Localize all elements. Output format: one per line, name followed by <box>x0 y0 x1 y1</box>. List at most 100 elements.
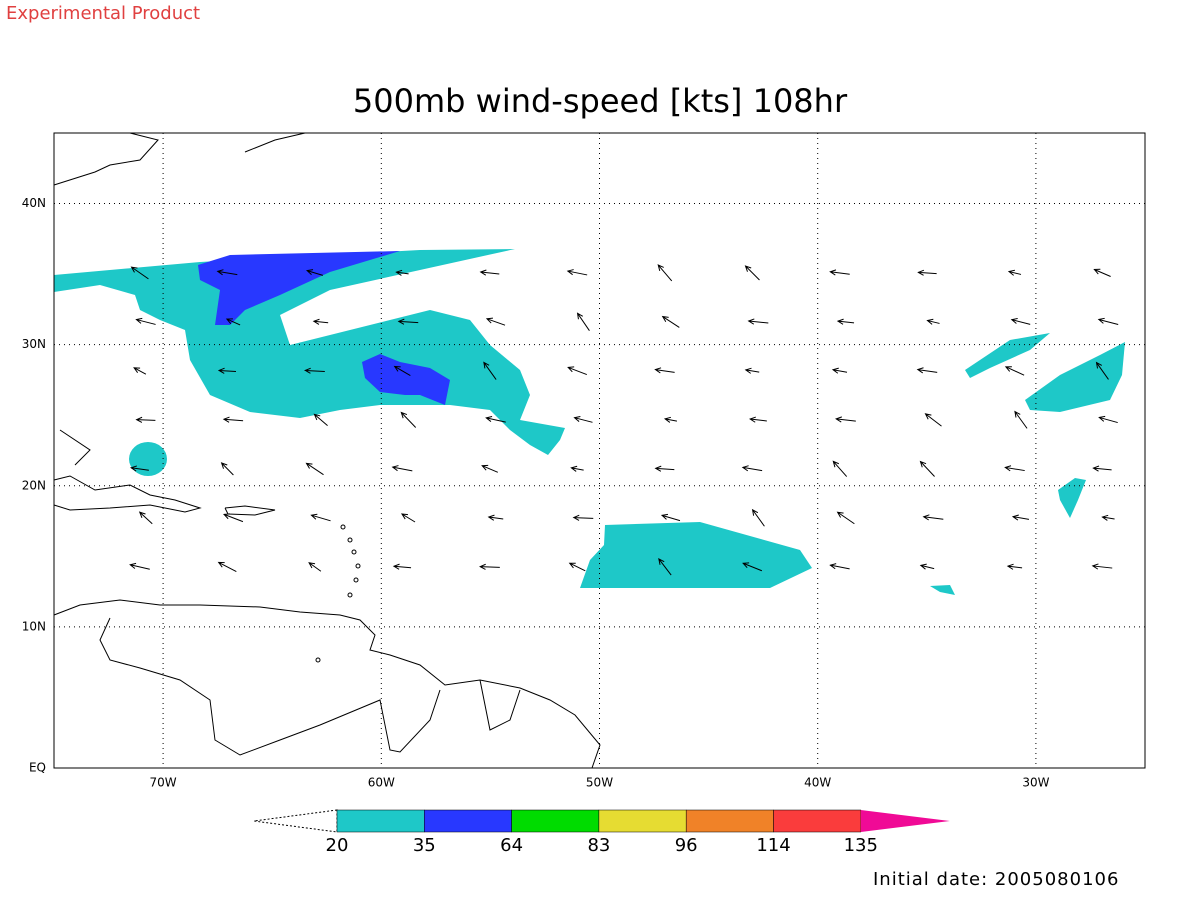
wind-arrow <box>660 513 681 522</box>
wind-arrow <box>829 563 850 570</box>
wind-arrow <box>1092 465 1112 472</box>
wind-arrow <box>393 365 411 377</box>
lon-label: 60W <box>368 776 395 790</box>
wind-arrow <box>742 562 763 572</box>
wind-arrow <box>400 513 416 523</box>
wind-area <box>580 522 812 588</box>
wind-arrow <box>576 312 590 331</box>
wind-arrow <box>304 367 325 374</box>
wind-arrow <box>744 367 760 374</box>
wind-area <box>965 333 1050 378</box>
colorbar: 20 35 64 83 96 114 135 <box>253 809 950 856</box>
wind-arrow <box>397 318 419 325</box>
wind-arrow <box>654 465 675 472</box>
wind-arrow <box>483 361 497 380</box>
wind-arrow <box>567 366 587 376</box>
wind-arrow <box>312 318 329 325</box>
colorbar-label: 64 <box>500 835 523 856</box>
border <box>99 617 441 756</box>
wind-arrow <box>217 367 237 374</box>
wind-arrow <box>217 561 237 573</box>
wind-area <box>1058 478 1086 518</box>
wind-arrow <box>751 508 765 527</box>
wind-arrow <box>741 465 763 472</box>
colorbar-box <box>598 809 687 833</box>
wind-arrow <box>135 317 156 325</box>
wind-area <box>129 442 167 476</box>
wind-arrow <box>744 265 760 281</box>
lat-label: 10N <box>22 619 46 633</box>
colorbar-box <box>336 809 425 833</box>
wind-vectors <box>129 264 1119 576</box>
lesser-antilles <box>315 524 361 663</box>
wind-arrow <box>1004 366 1025 376</box>
lon-label: 30W <box>1022 776 1049 790</box>
wind-arrow <box>129 465 149 472</box>
coastline <box>244 132 306 153</box>
colorbar-box <box>685 809 774 833</box>
colorbar-label: 96 <box>675 835 698 856</box>
wind-area <box>1025 342 1125 412</box>
wind-arrow <box>485 317 506 326</box>
coastline <box>53 475 202 513</box>
wind-arrow <box>391 465 413 472</box>
wind-arrow <box>1007 269 1022 276</box>
wind-arrow <box>917 269 937 276</box>
wind-arrow <box>658 558 672 576</box>
wind-arrow <box>1006 563 1023 570</box>
wind-arrow <box>479 269 500 276</box>
wind-arrow <box>225 318 241 326</box>
wind-arrow <box>654 367 675 374</box>
graticule: 70W 60W 50W 40W 30W 40N 30N 20N 10N EQ <box>22 133 1145 790</box>
initial-date: Initial date: 2005080106 <box>873 869 1119 890</box>
wind-arrow <box>919 460 935 477</box>
colorbar-label: 114 <box>756 835 790 856</box>
wind-arrow <box>485 415 506 423</box>
wind-arrow <box>487 514 504 521</box>
wind-arrow <box>220 462 234 476</box>
wind-arrow <box>392 563 412 570</box>
wind-arrow <box>1101 514 1115 521</box>
wind-arrow <box>1095 361 1109 380</box>
wind-arrow <box>829 269 850 276</box>
wind-arrow <box>831 367 848 374</box>
wind-arrow <box>924 413 942 427</box>
wind-arrow <box>129 562 150 570</box>
border <box>479 679 521 731</box>
colorbar-over <box>860 810 950 832</box>
product-label: Experimental Product <box>6 3 200 24</box>
wind-arrow <box>916 367 938 374</box>
coastline <box>53 599 601 769</box>
wind-arrow <box>135 416 156 423</box>
wind-arrow <box>573 416 593 423</box>
wind-arrow <box>835 416 856 423</box>
lat-label: 40N <box>22 196 46 210</box>
wind-arrow <box>133 367 147 375</box>
wind-arrow <box>138 511 153 525</box>
wind-arrow <box>130 266 149 280</box>
wind-arrow <box>1098 415 1118 424</box>
map-frame <box>53 132 1146 769</box>
wind-arrow <box>570 465 584 472</box>
wind-arrow <box>568 562 586 572</box>
wind-area <box>54 249 565 455</box>
wind-arrow <box>926 318 940 325</box>
lon-label: 70W <box>150 776 177 790</box>
lon-label: 40W <box>804 776 831 790</box>
wind-arrow <box>747 318 769 325</box>
wind-arrow <box>1010 317 1031 325</box>
wind-arrow <box>400 411 417 428</box>
wind-arrow <box>919 563 935 570</box>
wind-arrow <box>222 416 244 423</box>
wind-arrow <box>216 269 238 276</box>
lon-label: 50W <box>586 776 613 790</box>
wind-arrow <box>661 315 680 328</box>
wind-arrow <box>922 514 944 521</box>
wind-arrow <box>223 513 244 523</box>
wind-arrow <box>305 462 324 476</box>
wind-arrow <box>1014 410 1028 429</box>
wind-arrow <box>306 269 324 276</box>
coastline <box>224 505 276 516</box>
wind-arrow <box>308 562 322 572</box>
